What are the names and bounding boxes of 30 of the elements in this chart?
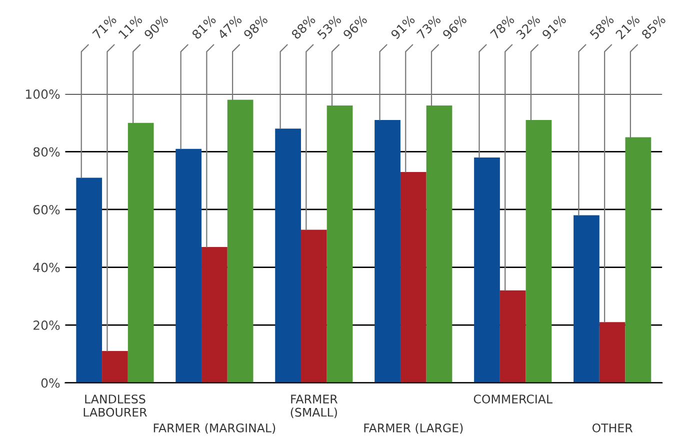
- y-tick-label: 0%: [41, 378, 60, 388]
- y-tick-label: 20%: [34, 320, 60, 330]
- bar: [599, 322, 626, 383]
- bar: [176, 148, 202, 383]
- bar: [374, 120, 400, 383]
- y-tick-label: 100%: [26, 89, 60, 99]
- x-tick-label: COMMERCIAL: [474, 394, 552, 404]
- bar: [275, 128, 301, 383]
- bar: [300, 230, 327, 383]
- bar: [574, 215, 600, 383]
- bar: [400, 172, 426, 383]
- bar: [128, 122, 154, 383]
- bar: [227, 100, 254, 383]
- y-tick-label: 80%: [33, 147, 60, 157]
- bar: [76, 178, 102, 383]
- bar: [500, 290, 526, 383]
- bar: [326, 106, 353, 383]
- x-tick-label: LANDLESS LABOURER: [84, 394, 147, 417]
- bar: [474, 157, 500, 383]
- bar: [426, 106, 452, 383]
- bar: [526, 120, 552, 383]
- bar: [102, 351, 128, 383]
- x-tick-label: OTHER: [592, 423, 633, 432]
- y-tick-label: 40%: [33, 262, 60, 272]
- y-tick-label: 60%: [33, 204, 60, 214]
- bar: [625, 137, 652, 383]
- x-tick-label: FARMER (LARGE): [364, 423, 463, 434]
- bar: [202, 247, 228, 383]
- x-tick-label: FARMER (SMALL): [290, 394, 338, 418]
- x-tick-label: FARMER (MARGINAL): [154, 423, 276, 434]
